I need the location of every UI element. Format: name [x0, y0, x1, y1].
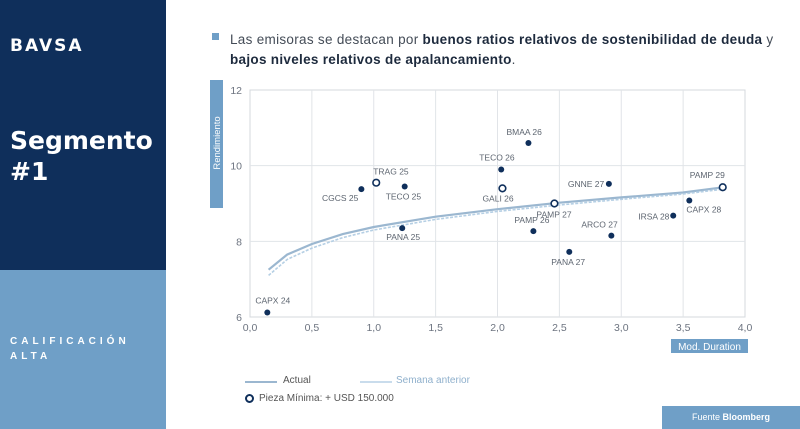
data-point — [608, 232, 615, 239]
y-tick-label: 8 — [236, 236, 242, 248]
bavsa-logo: BAVSA — [10, 36, 84, 56]
data-label: BMAA 26 — [506, 127, 542, 137]
source-name: Bloomberg — [722, 412, 771, 422]
y-tick-label: 10 — [230, 161, 242, 173]
x-tick-label: 2,5 — [552, 322, 567, 334]
x-tick-label: 4,0 — [738, 322, 753, 334]
y-axis-label: Rendimiento — [212, 116, 223, 169]
headline-bold2: bajos niveles relativos de apalancamient… — [230, 52, 512, 67]
headline-bold1: buenos ratios relativos de sostenibilida… — [422, 32, 763, 47]
source-prefix: Fuente — [691, 412, 723, 422]
bullet-square-icon — [212, 33, 219, 40]
y-axis-label-badge — [210, 80, 223, 208]
data-label: TECO 25 — [386, 191, 422, 201]
data-label: IRSA 28 — [638, 212, 669, 222]
data-label: PAMP 29 — [690, 170, 725, 180]
y-axis-label-group: Rendimiento — [210, 80, 223, 208]
data-label: PANA 25 — [386, 232, 420, 242]
data-point — [686, 197, 693, 204]
data-label: PAMP 27 — [536, 210, 571, 220]
data-point-min-piece — [498, 184, 507, 193]
data-label: CAPX 28 — [686, 204, 721, 214]
data-label: PAMP 26 — [514, 215, 549, 225]
y-tick-label: 6 — [236, 312, 242, 324]
source-badge: Fuente Bloomberg — [662, 406, 800, 429]
legend-actual-line — [245, 381, 277, 383]
sidebar-bottom-panel — [0, 270, 166, 429]
data-label: ARCO 27 — [581, 220, 618, 230]
headline-part2: y — [762, 32, 774, 47]
legend-actual-label: Actual — [283, 375, 311, 386]
scatter-chart: 0,0 0,5 1,0 1,5 2,0 2,5 3,0 3,5 4,0 6 8 10 12 Rendimi… — [210, 80, 753, 353]
data-label: PANA 27 — [551, 257, 585, 267]
legend-previous-label: Semana anterior — [396, 375, 470, 386]
legend-previous-line — [360, 381, 392, 383]
curve-actual — [267, 186, 725, 271]
headline-part3: . — [511, 52, 516, 67]
data-label: CGCS 25 — [322, 193, 359, 203]
curve-previous — [268, 188, 725, 277]
x-tick-label: 0,5 — [305, 322, 320, 334]
x-tick-label: 0,0 — [243, 322, 258, 334]
x-tick-label: 3,0 — [614, 322, 629, 334]
data-label: TECO 26 — [479, 152, 515, 162]
legend-min-piece-label: Pieza Mínima: + USD 150.000 — [259, 393, 394, 404]
data-point — [264, 309, 271, 316]
data-label: CAPX 24 — [255, 295, 290, 305]
x-axis-label-badge — [671, 339, 748, 353]
data-point — [530, 228, 537, 235]
data-point — [498, 166, 505, 173]
x-tick-label: 1,0 — [366, 322, 381, 334]
data-label: GALI 26 — [482, 193, 513, 203]
data-point-min-piece — [550, 199, 559, 208]
x-tick-label: 2,0 — [490, 322, 505, 334]
sidebar-top-panel: BAVSA Segmento #1 — [0, 0, 166, 270]
data-point — [566, 248, 573, 255]
legend-min-piece-marker-icon — [245, 394, 254, 403]
x-tick-label: 1,5 — [428, 322, 443, 334]
data-label: GNNE 27 — [568, 179, 605, 189]
rating-label: CALIFICACIÓN ALTA — [10, 336, 130, 362]
data-point — [401, 183, 408, 190]
headline-text: Las emisoras se destacan por buenos rati… — [230, 30, 778, 70]
data-point — [525, 139, 532, 146]
segment-title: Segmento #1 — [10, 126, 153, 186]
data-point — [670, 212, 677, 219]
data-label: TRAG 25 — [373, 167, 409, 177]
data-point — [605, 180, 612, 187]
headline-part1: Las emisoras se destacan por — [230, 32, 423, 47]
x-axis-label: Mod. Duration — [678, 342, 741, 353]
data-point-min-piece — [372, 178, 381, 187]
x-tick-label: 3,5 — [676, 322, 691, 334]
data-point — [358, 186, 365, 193]
y-tick-label: 12 — [230, 85, 242, 97]
data-point-min-piece — [718, 183, 727, 192]
data-point — [399, 225, 406, 232]
